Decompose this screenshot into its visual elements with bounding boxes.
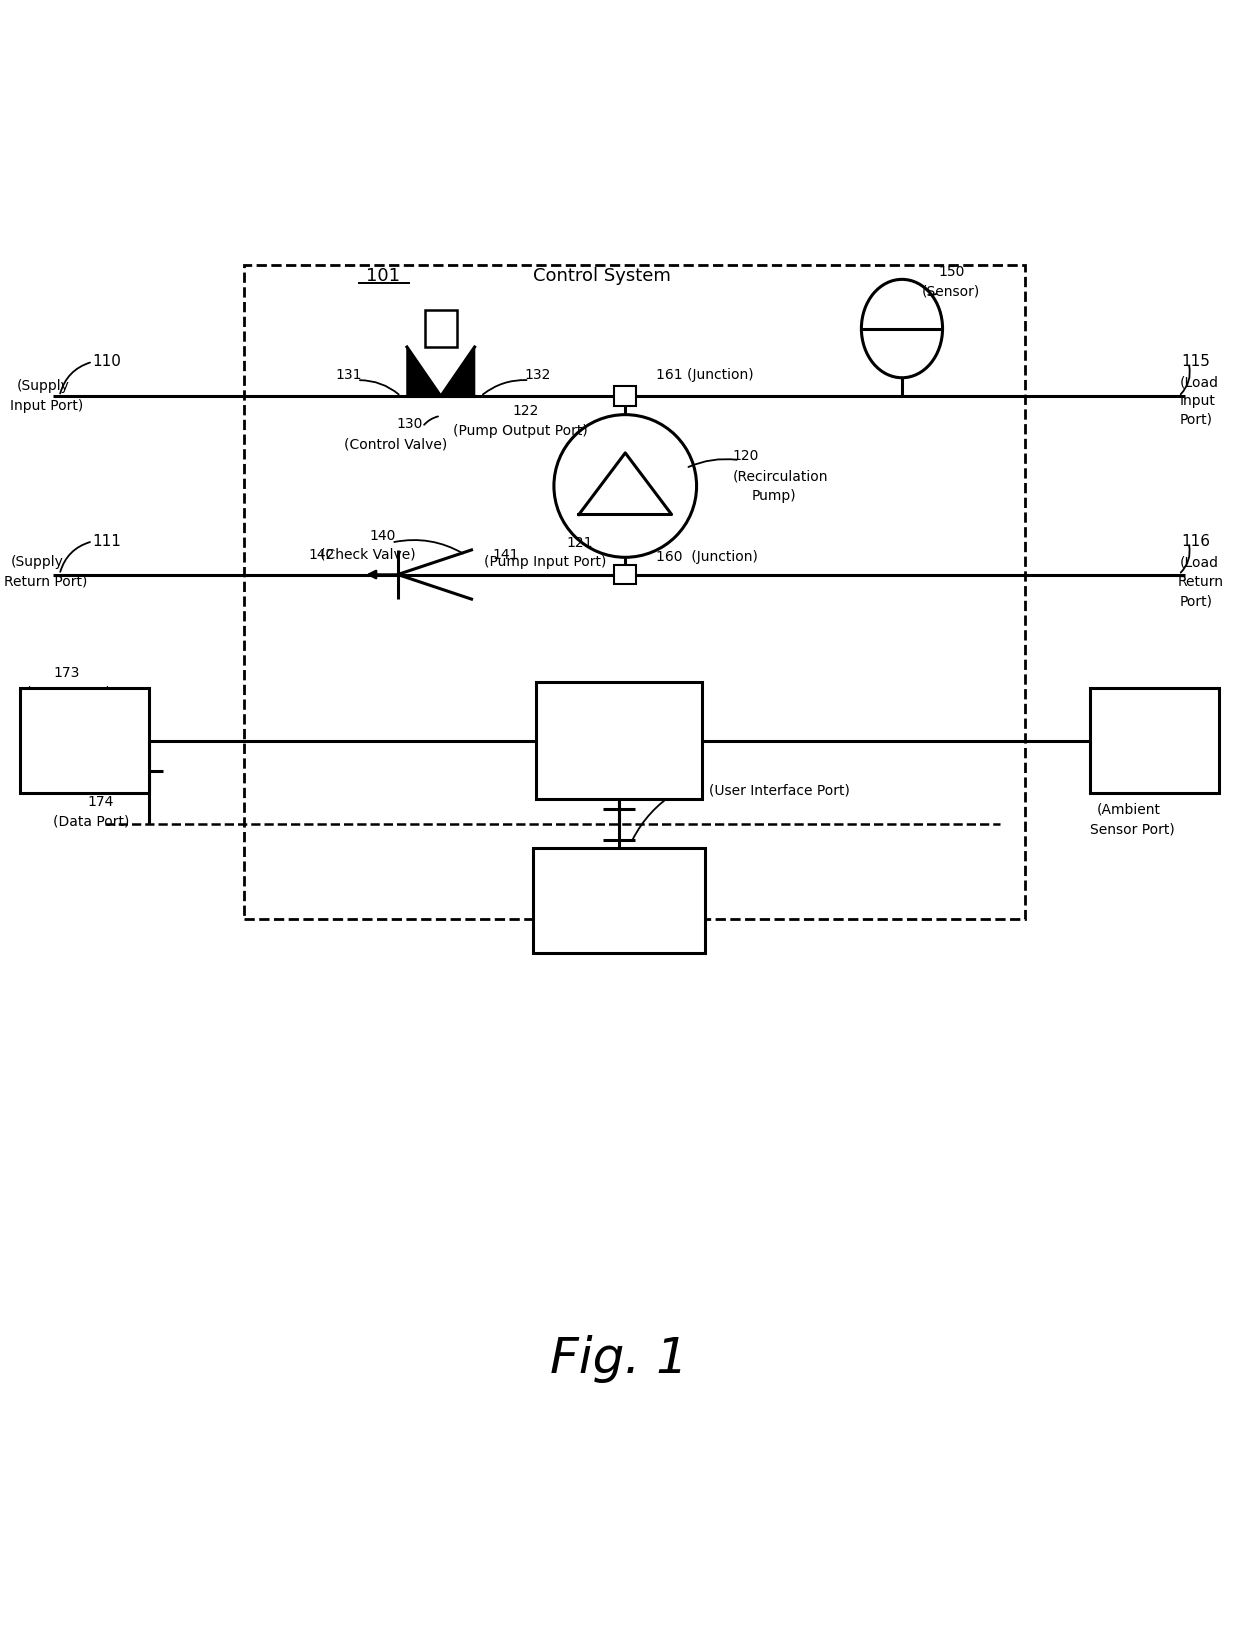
Text: 132: 132 bbox=[525, 368, 551, 382]
Text: 122: 122 bbox=[513, 404, 539, 418]
Text: Module: Module bbox=[591, 729, 647, 743]
Text: 183: 183 bbox=[71, 750, 98, 763]
Text: 160  (Junction): 160 (Junction) bbox=[656, 550, 758, 565]
Text: User Interface: User Interface bbox=[564, 875, 673, 889]
Text: (Control Valve): (Control Valve) bbox=[343, 437, 446, 451]
Text: Control: Control bbox=[591, 704, 647, 719]
Text: 170: 170 bbox=[605, 758, 634, 773]
Text: 161 (Junction): 161 (Junction) bbox=[656, 368, 754, 382]
Text: 121: 121 bbox=[567, 535, 593, 550]
Text: (Check Valve): (Check Valve) bbox=[320, 548, 417, 561]
Text: 173: 173 bbox=[53, 666, 79, 679]
Text: Sensor: Sensor bbox=[1131, 729, 1178, 743]
Text: 150: 150 bbox=[937, 264, 965, 279]
Text: (Pump Output Port): (Pump Output Port) bbox=[454, 423, 588, 438]
Text: (Power Port): (Power Port) bbox=[26, 686, 112, 699]
FancyBboxPatch shape bbox=[536, 683, 702, 799]
Text: (Sensor): (Sensor) bbox=[923, 284, 981, 299]
FancyBboxPatch shape bbox=[20, 688, 149, 793]
Text: Return Port): Return Port) bbox=[4, 574, 88, 589]
Text: (Data Port): (Data Port) bbox=[53, 814, 130, 829]
FancyBboxPatch shape bbox=[614, 565, 636, 584]
Text: 172: 172 bbox=[1111, 783, 1137, 798]
Text: Port): Port) bbox=[1180, 412, 1213, 427]
Polygon shape bbox=[407, 346, 440, 395]
Text: 115: 115 bbox=[1182, 354, 1210, 369]
FancyBboxPatch shape bbox=[533, 848, 706, 953]
FancyBboxPatch shape bbox=[1090, 688, 1219, 793]
Text: 142: 142 bbox=[309, 548, 335, 561]
Text: 130: 130 bbox=[397, 417, 423, 432]
Text: 171 (User Interface Port): 171 (User Interface Port) bbox=[678, 784, 849, 798]
Text: (Load: (Load bbox=[1180, 376, 1219, 389]
Text: Ambient: Ambient bbox=[1125, 704, 1183, 719]
Text: Power Source: Power Source bbox=[37, 714, 131, 729]
Text: Input: Input bbox=[1180, 394, 1215, 409]
Text: (Supply: (Supply bbox=[10, 555, 63, 569]
Text: Port): Port) bbox=[1180, 594, 1213, 609]
Text: 110: 110 bbox=[93, 354, 122, 369]
Text: 141: 141 bbox=[492, 548, 520, 561]
Text: 181: 181 bbox=[605, 911, 634, 927]
Text: (Pump Input Port): (Pump Input Port) bbox=[484, 555, 606, 569]
Text: (Supply: (Supply bbox=[16, 379, 69, 394]
Text: 111: 111 bbox=[93, 533, 122, 548]
Text: Sensor Port): Sensor Port) bbox=[1090, 822, 1174, 837]
Text: Fig. 1: Fig. 1 bbox=[551, 1336, 688, 1383]
Text: 174: 174 bbox=[88, 794, 114, 809]
Polygon shape bbox=[440, 346, 475, 395]
Text: 131: 131 bbox=[335, 368, 362, 382]
FancyBboxPatch shape bbox=[614, 386, 636, 407]
Text: 182: 182 bbox=[1141, 757, 1167, 770]
Text: 140: 140 bbox=[370, 530, 396, 543]
Text: 120: 120 bbox=[733, 450, 759, 463]
Text: 101: 101 bbox=[366, 267, 401, 284]
Text: Input Port): Input Port) bbox=[10, 399, 83, 414]
Text: (Load: (Load bbox=[1180, 555, 1219, 569]
Text: Return: Return bbox=[1178, 574, 1224, 589]
FancyBboxPatch shape bbox=[425, 310, 456, 346]
Text: Control System: Control System bbox=[533, 267, 671, 284]
Text: (Ambient: (Ambient bbox=[1096, 802, 1161, 817]
Text: (Recirculation: (Recirculation bbox=[733, 469, 828, 482]
Text: Pump): Pump) bbox=[751, 489, 796, 502]
Text: 116: 116 bbox=[1182, 533, 1210, 548]
